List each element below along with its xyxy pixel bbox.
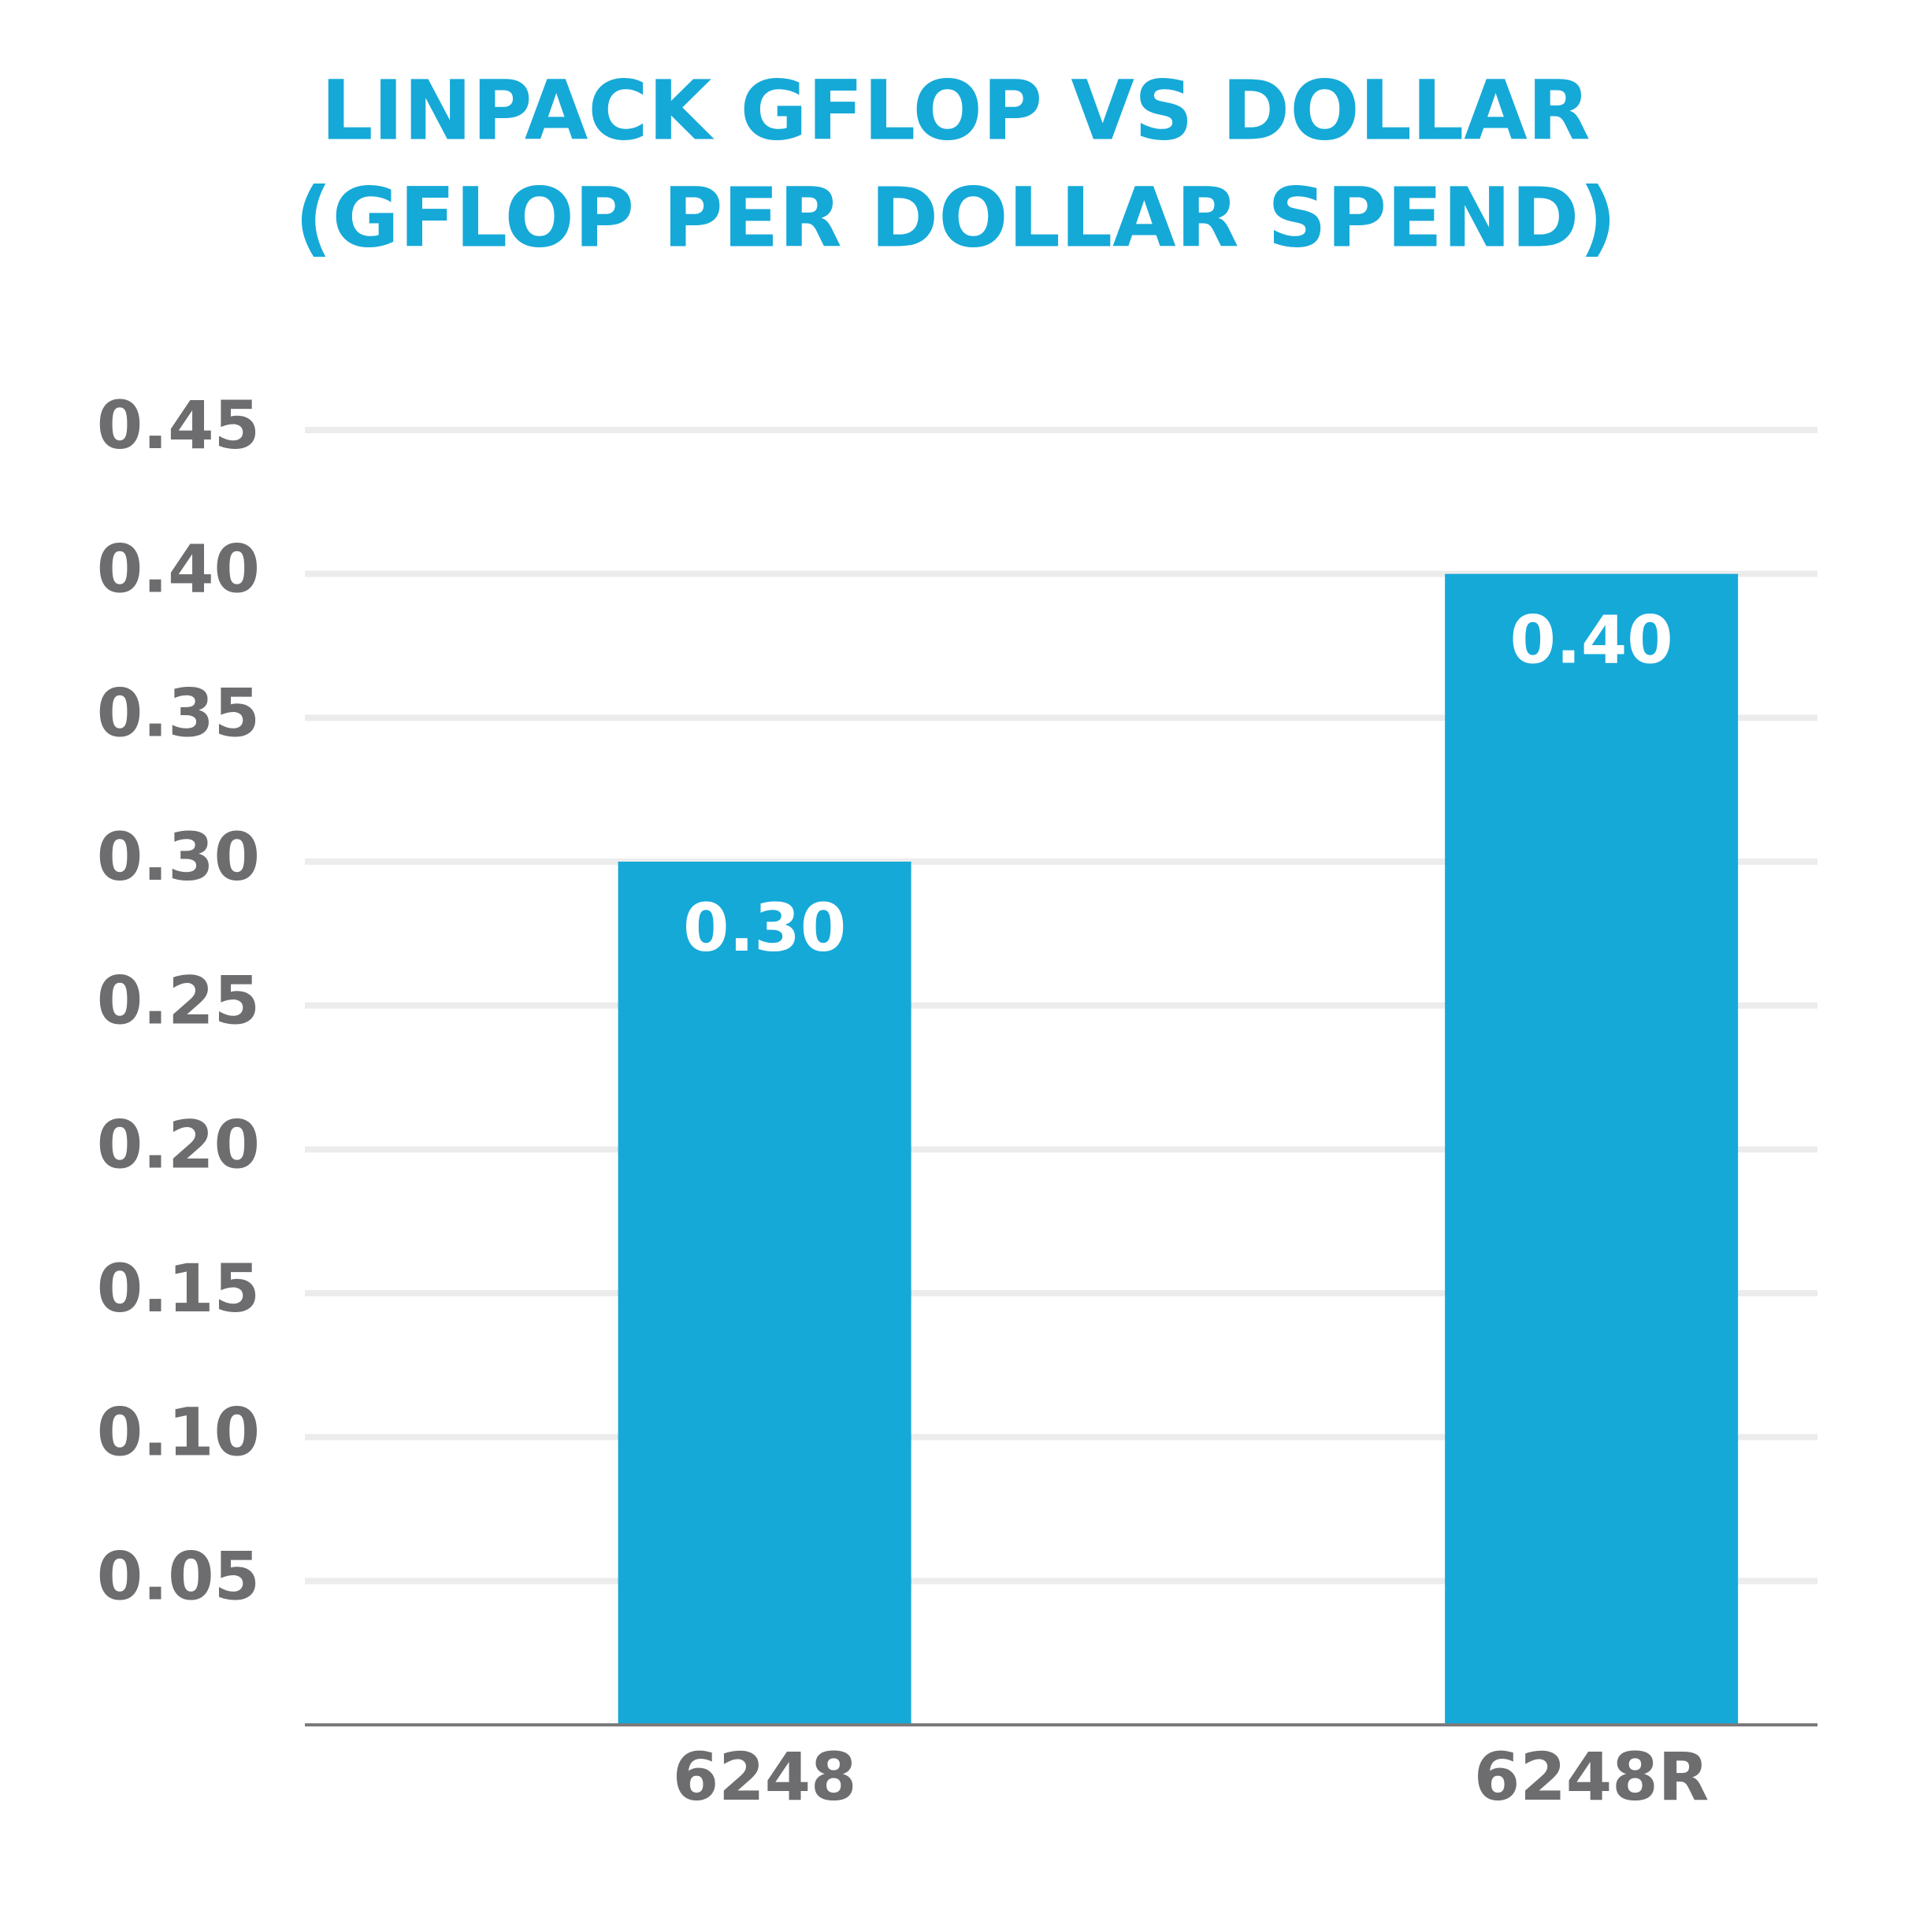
chart-title: (GFLOP PER DOLLAR SPEND) (295, 169, 1617, 265)
x-tick-label: 6248 (673, 1738, 857, 1815)
bar (1445, 573, 1739, 1725)
chart-title: LINPACK GFLOP VS DOLLAR (321, 62, 1591, 158)
data-label: 0.30 (683, 889, 846, 966)
bar (618, 862, 911, 1725)
y-tick-label: 0.25 (97, 962, 260, 1040)
y-tick-label: 0.35 (97, 674, 260, 751)
x-tick-label: 6248R (1474, 1738, 1709, 1815)
y-tick-label: 0.40 (97, 531, 260, 608)
y-tick-label: 0.30 (97, 818, 260, 896)
data-label: 0.40 (1510, 602, 1673, 679)
y-tick-label: 0.10 (97, 1394, 260, 1471)
y-tick-label: 0.45 (97, 387, 260, 464)
y-tick-label: 0.20 (97, 1106, 260, 1183)
y-tick-label: 0.15 (97, 1250, 260, 1327)
y-tick-label: 0.05 (97, 1537, 260, 1615)
